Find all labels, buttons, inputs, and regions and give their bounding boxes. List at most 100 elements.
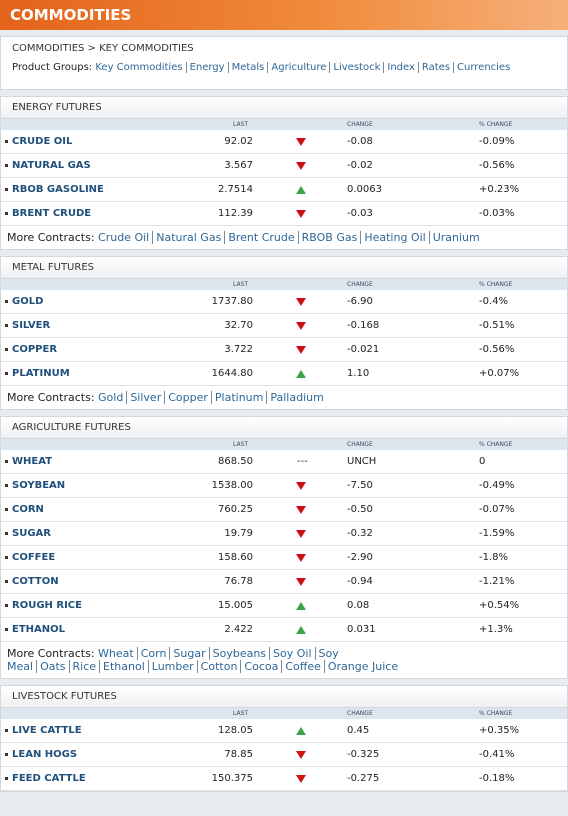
last-price: 92.02 bbox=[224, 136, 253, 147]
last-price: 760.25 bbox=[218, 504, 253, 515]
link[interactable]: Lumber bbox=[147, 660, 194, 673]
link[interactable]: Natural Gas bbox=[152, 231, 222, 244]
link[interactable]: Heating Oil bbox=[360, 231, 426, 244]
change: -0.94 bbox=[347, 576, 373, 587]
link[interactable]: Livestock bbox=[329, 62, 381, 73]
link[interactable]: Sugar bbox=[169, 647, 206, 660]
arrow-shape bbox=[296, 322, 306, 330]
column-label: CHANGE bbox=[347, 710, 373, 717]
link[interactable]: Wheat bbox=[98, 647, 134, 660]
column-label: LAST bbox=[233, 281, 249, 288]
link[interactable]: Soybeans bbox=[208, 647, 267, 660]
link[interactable]: Index bbox=[383, 62, 415, 73]
link[interactable]: Rates bbox=[417, 62, 451, 73]
last-price: 158.60 bbox=[218, 552, 253, 563]
arrow-down bbox=[296, 751, 306, 759]
commodity-name[interactable]: RBOB GASOLINE bbox=[5, 184, 104, 195]
link[interactable]: Currencies bbox=[453, 62, 511, 73]
link[interactable]: Gold bbox=[98, 391, 124, 404]
arrow-down bbox=[296, 506, 306, 514]
percent-change: -0.18% bbox=[479, 773, 515, 784]
arrow-shape bbox=[296, 186, 306, 194]
column-label: % CHANGE bbox=[479, 710, 513, 717]
commodity-name[interactable]: CRUDE OIL bbox=[5, 136, 72, 147]
link[interactable]: Crude Oil bbox=[98, 231, 150, 244]
commodity-name[interactable]: COFFEE bbox=[5, 552, 55, 563]
percent-change: -0.07% bbox=[479, 504, 515, 515]
arrow-down bbox=[296, 482, 306, 490]
commodity-name[interactable]: GOLD bbox=[5, 296, 43, 307]
product-groups-label: Product Groups: bbox=[12, 62, 93, 73]
link[interactable]: Platinum bbox=[210, 391, 264, 404]
link[interactable]: Soy Oil bbox=[269, 647, 312, 660]
arrow-text: --- bbox=[297, 456, 308, 467]
last-price: 128.05 bbox=[218, 725, 253, 736]
commodity-name[interactable]: BRENT CRUDE bbox=[5, 208, 91, 219]
arrow-shape bbox=[296, 370, 306, 378]
arrow-down bbox=[296, 578, 306, 586]
link[interactable]: RBOB Gas bbox=[297, 231, 358, 244]
commodity-name[interactable]: SUGAR bbox=[5, 528, 51, 539]
commodity-name[interactable]: ETHANOL bbox=[5, 624, 65, 635]
more-contracts: More Contracts: Crude Oil Natural Gas Bren… bbox=[1, 226, 567, 249]
link[interactable]: Orange Juice bbox=[323, 660, 399, 673]
link[interactable]: Key Commodities bbox=[95, 62, 183, 73]
row: FEED CATTLE 150.375 -0.275 -0.18% bbox=[1, 767, 567, 791]
change: -0.168 bbox=[347, 320, 380, 331]
sections: ENERGY FUTURES LAST CHANGE % CHANGE CRUDE OI… bbox=[0, 96, 568, 792]
last-price: 32.70 bbox=[224, 320, 253, 331]
link[interactable]: Coffee bbox=[281, 660, 321, 673]
link[interactable]: Agriculture bbox=[267, 62, 327, 73]
link[interactable]: Cocoa bbox=[240, 660, 279, 673]
link[interactable]: Copper bbox=[164, 391, 208, 404]
arrow-shape bbox=[296, 626, 306, 634]
percent-change: -1.8% bbox=[479, 552, 509, 563]
row: ROUGH RICE 15.005 0.08 +0.54% bbox=[1, 594, 567, 618]
arrow-down bbox=[296, 775, 306, 783]
arrow-shape bbox=[296, 298, 306, 306]
link[interactable]: Energy bbox=[185, 62, 225, 73]
column-header: LAST CHANGE % CHANGE bbox=[1, 708, 567, 719]
link[interactable]: Uranium bbox=[428, 231, 480, 244]
link[interactable]: Oats bbox=[36, 660, 66, 673]
link[interactable]: Rice bbox=[68, 660, 97, 673]
commodity-name[interactable]: COTTON bbox=[5, 576, 59, 587]
row: RBOB GASOLINE 2.7514 0.0063 +0.23% bbox=[1, 178, 567, 202]
link[interactable]: Ethanol bbox=[99, 660, 145, 673]
link[interactable]: Palladium bbox=[266, 391, 324, 404]
commodity-name[interactable]: LIVE CATTLE bbox=[5, 725, 82, 736]
last-price: 1737.80 bbox=[211, 296, 253, 307]
commodity-name[interactable]: SOYBEAN bbox=[5, 480, 65, 491]
link[interactable]: Brent Crude bbox=[224, 231, 295, 244]
commodity-name[interactable]: LEAN HOGS bbox=[5, 749, 77, 760]
section: AGRICULTURE FUTURES LAST CHANGE % CHANGE WHE… bbox=[0, 416, 568, 679]
change: -6.90 bbox=[347, 296, 373, 307]
commodity-name[interactable]: COPPER bbox=[5, 344, 57, 355]
commodity-name[interactable]: SILVER bbox=[5, 320, 50, 331]
commodity-name[interactable]: WHEAT bbox=[5, 456, 52, 467]
column-label: CHANGE bbox=[347, 441, 373, 448]
commodity-name[interactable]: ROUGH RICE bbox=[5, 600, 82, 611]
header-title: COMMODITIES bbox=[10, 6, 132, 24]
section-title: ENERGY FUTURES bbox=[1, 97, 567, 119]
link[interactable]: Corn bbox=[136, 647, 167, 660]
commodity-name[interactable]: PLATINUM bbox=[5, 368, 70, 379]
column-label: LAST bbox=[233, 121, 249, 128]
arrow-down bbox=[296, 298, 306, 306]
commodity-name[interactable]: CORN bbox=[5, 504, 44, 515]
row: LEAN HOGS 78.85 -0.325 -0.41% bbox=[1, 743, 567, 767]
link[interactable]: Metals bbox=[227, 62, 265, 73]
last-price: 2.7514 bbox=[218, 184, 253, 195]
row: LIVE CATTLE 128.05 0.45 +0.35% bbox=[1, 719, 567, 743]
last-price: 1644.80 bbox=[211, 368, 253, 379]
link[interactable]: Soy Meal bbox=[7, 647, 339, 673]
link[interactable]: Silver bbox=[126, 391, 162, 404]
commodity-name[interactable]: FEED CATTLE bbox=[5, 773, 86, 784]
row: NATURAL GAS 3.567 -0.02 -0.56% bbox=[1, 154, 567, 178]
more-label: More Contracts: bbox=[7, 647, 95, 660]
commodity-name[interactable]: NATURAL GAS bbox=[5, 160, 91, 171]
link[interactable]: Cotton bbox=[196, 660, 238, 673]
arrow-shape bbox=[296, 578, 306, 586]
breadcrumb-box: COMMODITIES > KEY COMMODITIES Product Gr… bbox=[0, 36, 568, 90]
percent-change: -1.21% bbox=[479, 576, 515, 587]
